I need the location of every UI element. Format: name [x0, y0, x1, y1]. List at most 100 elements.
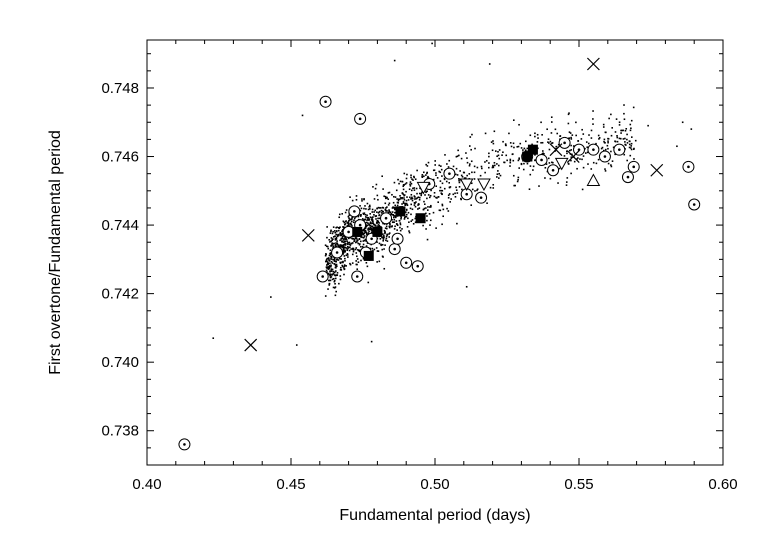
background-dot [372, 222, 375, 225]
background-dot [329, 270, 331, 273]
background-dot [592, 118, 594, 120]
background-dot [504, 143, 507, 145]
background-dot [620, 129, 622, 132]
background-dot [455, 189, 458, 191]
marker-circle-dot [178, 438, 191, 451]
background-dot [550, 132, 553, 134]
background-dot [432, 211, 435, 214]
background-dot [438, 164, 441, 167]
background-dot [339, 257, 341, 260]
background-dot [333, 271, 336, 274]
background-dot [353, 238, 356, 241]
background-dot [542, 150, 544, 152]
background-dot [439, 171, 442, 174]
background-dot [566, 177, 569, 179]
background-dot [377, 224, 380, 226]
background-dot [345, 254, 348, 257]
background-dot [378, 207, 381, 209]
background-dot [607, 140, 609, 142]
background-dot [365, 225, 368, 228]
marker-circle-dot [621, 171, 634, 184]
background-dot [458, 181, 461, 184]
background-dot [327, 288, 329, 290]
background-dot [402, 202, 405, 204]
background-dot [502, 140, 504, 143]
background-dot [343, 267, 345, 269]
background-dot [447, 196, 450, 199]
x-tick-label: 0.50 [420, 476, 449, 493]
background-dot [441, 203, 444, 206]
background-dot [332, 236, 335, 238]
background-dot [485, 159, 488, 162]
background-dot [346, 254, 349, 256]
background-dot [448, 193, 451, 195]
background-dot [568, 149, 571, 152]
background-dot [403, 198, 406, 201]
background-dot [364, 218, 367, 221]
background-dot [367, 222, 369, 225]
background-dot [403, 197, 405, 199]
background-dot [388, 202, 391, 205]
background-dot [330, 268, 333, 271]
background-dot [452, 165, 455, 168]
background-dot [340, 244, 342, 246]
background-dot [492, 183, 495, 186]
background-dot [406, 204, 409, 207]
background-dot [399, 226, 401, 229]
background-dot [676, 145, 678, 148]
background-dot [364, 216, 367, 218]
background-dot [420, 192, 423, 195]
background-dot [366, 202, 369, 205]
background-dot [610, 134, 613, 137]
background-dot [384, 195, 387, 198]
background-dot [334, 260, 337, 263]
background-dot [510, 145, 513, 148]
background-dot [526, 162, 529, 165]
background-dot [471, 171, 473, 174]
background-dot [439, 180, 442, 182]
y-tick-label: 0.748 [101, 80, 139, 97]
background-dot [579, 158, 581, 160]
background-dot [270, 296, 272, 298]
background-dot [624, 137, 626, 140]
background-dot [330, 237, 333, 239]
background-dot [353, 219, 355, 222]
background-dot [376, 241, 378, 243]
background-dot [347, 215, 350, 218]
background-dot [375, 183, 378, 186]
background-dot [344, 257, 346, 260]
background-dot [418, 207, 421, 209]
background-dot [326, 264, 328, 266]
background-dot [333, 280, 336, 283]
background-dot [338, 213, 341, 216]
background-dot [413, 195, 416, 197]
background-dot [342, 253, 344, 255]
background-dot [571, 134, 574, 136]
background-dot [518, 123, 520, 126]
background-dot [331, 262, 334, 264]
background-dot [347, 222, 350, 225]
background-dot [556, 132, 559, 135]
background-dot [402, 201, 405, 203]
background-dot [392, 201, 395, 204]
background-dot [622, 129, 624, 132]
background-dot [365, 208, 367, 210]
background-dot [394, 196, 397, 198]
background-dot [469, 163, 471, 165]
background-dot [417, 204, 419, 206]
background-dot [343, 221, 346, 224]
background-dot [393, 181, 396, 184]
background-dot [624, 129, 627, 132]
background-dot [509, 142, 512, 144]
background-dot [423, 175, 425, 178]
background-dot [341, 265, 344, 268]
background-dot [352, 248, 354, 251]
background-dot [368, 227, 370, 229]
background-dot [355, 195, 358, 197]
background-dot [413, 175, 415, 178]
background-dot [349, 263, 352, 266]
background-dot [368, 228, 371, 231]
background-dot [628, 143, 631, 146]
background-dot [460, 198, 462, 201]
background-dot [349, 222, 352, 225]
